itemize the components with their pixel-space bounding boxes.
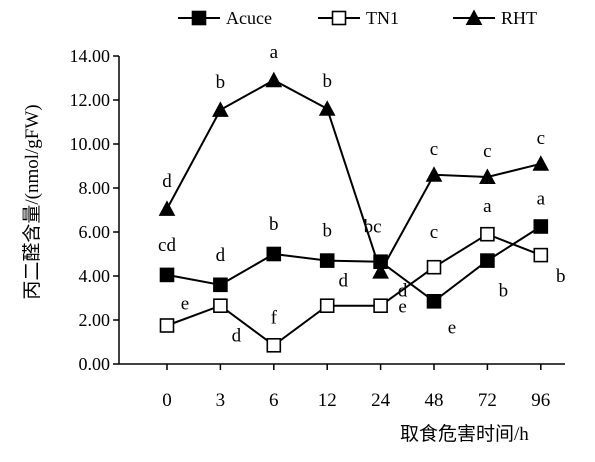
- data-point-acuce: [533, 219, 549, 234]
- significance-label-rht: a: [270, 42, 279, 63]
- y-tick-label: 4.00: [79, 266, 111, 286]
- significance-label-acuce: a: [537, 189, 546, 210]
- significance-label-rht: c: [537, 128, 545, 149]
- data-point-rht: [318, 100, 336, 116]
- x-tick-label: 6: [269, 390, 279, 411]
- y-tick-label: 6.00: [79, 222, 111, 242]
- y-tick-label: 8.00: [79, 178, 111, 198]
- significance-label-acuce: bc: [364, 217, 382, 238]
- data-point-acuce: [213, 277, 228, 293]
- x-tick-label: 48: [425, 390, 444, 411]
- significance-label-acuce: b: [499, 281, 509, 302]
- data-point-rht: [372, 263, 389, 279]
- x-tick-label: 3: [216, 390, 226, 411]
- data-point-acuce: [319, 253, 335, 268]
- significance-label-tn1: e: [181, 294, 189, 315]
- x-tick-label: 12: [318, 390, 337, 411]
- significance-label-tn1: b: [556, 266, 566, 287]
- significance-label-tn1: d: [338, 271, 348, 292]
- data-point-rht: [158, 200, 176, 216]
- series-line-tn1: [166, 233, 542, 347]
- data-point-rht: [212, 101, 229, 117]
- y-tick-label: 0.00: [79, 354, 111, 374]
- data-point-tn1: [213, 298, 228, 314]
- significance-label-rht: e: [398, 297, 406, 318]
- y-tick-label: 14.00: [70, 46, 111, 66]
- significance-label-acuce: b: [269, 214, 279, 235]
- data-point-tn1: [373, 298, 388, 314]
- x-tick-label: 24: [371, 390, 391, 411]
- significance-label-tn1: c: [430, 222, 438, 243]
- significance-label-tn1: a: [483, 196, 492, 217]
- legend-marker-rht: [465, 9, 483, 25]
- significance-label-rht: c: [430, 139, 438, 160]
- data-point-tn1: [480, 226, 495, 242]
- legend-marker-acuce: [191, 10, 207, 26]
- data-point-acuce: [426, 293, 442, 309]
- data-point-acuce: [480, 253, 495, 268]
- series-lines: [166, 79, 542, 347]
- series-line-acuce: [166, 225, 542, 303]
- legend-label-acuce: Acuce: [226, 8, 272, 28]
- y-axis-title: 丙二醛含量/(nmol/gFW): [21, 104, 43, 299]
- legend-label-rht: RHT: [501, 8, 537, 28]
- y-ticks: 0.00 2.00 4.00 6.00 8.00 10.00 12.00 14.00: [70, 46, 119, 374]
- y-tick-label: 10.00: [70, 134, 111, 154]
- y-tick-label: 2.00: [79, 310, 111, 330]
- data-point-tn1: [319, 298, 335, 314]
- data-point-tn1: [533, 247, 549, 263]
- significance-label-acuce: cd: [158, 235, 176, 256]
- data-point-rht: [265, 71, 283, 88]
- x-tick-label: 0: [162, 390, 172, 411]
- x-tick-label: 72: [478, 390, 497, 411]
- x-axis-title: 取食危害时间/h: [400, 423, 529, 445]
- data-point-acuce: [159, 267, 175, 283]
- data-point-tn1: [426, 259, 442, 275]
- legend: Acuce TN1 RHT: [178, 8, 537, 28]
- data-point-tn1: [159, 318, 175, 333]
- significance-label-tn1: f: [271, 307, 278, 328]
- significance-label-rht: d: [162, 171, 172, 192]
- significance-label-acuce: d: [216, 245, 226, 266]
- data-point-tn1: [266, 337, 282, 353]
- y-tick-label: 12.00: [70, 90, 111, 110]
- legend-label-tn1: TN1: [366, 8, 399, 28]
- legend-marker-tn1: [331, 10, 347, 26]
- data-point-acuce: [266, 246, 282, 262]
- x-tick-label: 96: [531, 390, 550, 411]
- significance-label-acuce: b: [322, 221, 332, 242]
- data-point-rht: [479, 168, 496, 184]
- significance-label-tn1: d: [232, 326, 242, 347]
- chart-axes: [118, 56, 565, 365]
- significance-label-rht: b: [322, 71, 332, 92]
- data-point-rht: [425, 166, 443, 182]
- x-ticks: 0 3 6 12 24 48 72 96: [162, 364, 550, 411]
- series-line-rht: [166, 79, 542, 275]
- series-markers: [158, 71, 550, 353]
- significance-label-rht: b: [216, 72, 226, 93]
- significance-label-tn1: d: [398, 281, 408, 302]
- data-point-rht: [532, 155, 550, 171]
- significance-label-rht: c: [483, 141, 491, 162]
- significance-label-acuce: e: [448, 317, 456, 338]
